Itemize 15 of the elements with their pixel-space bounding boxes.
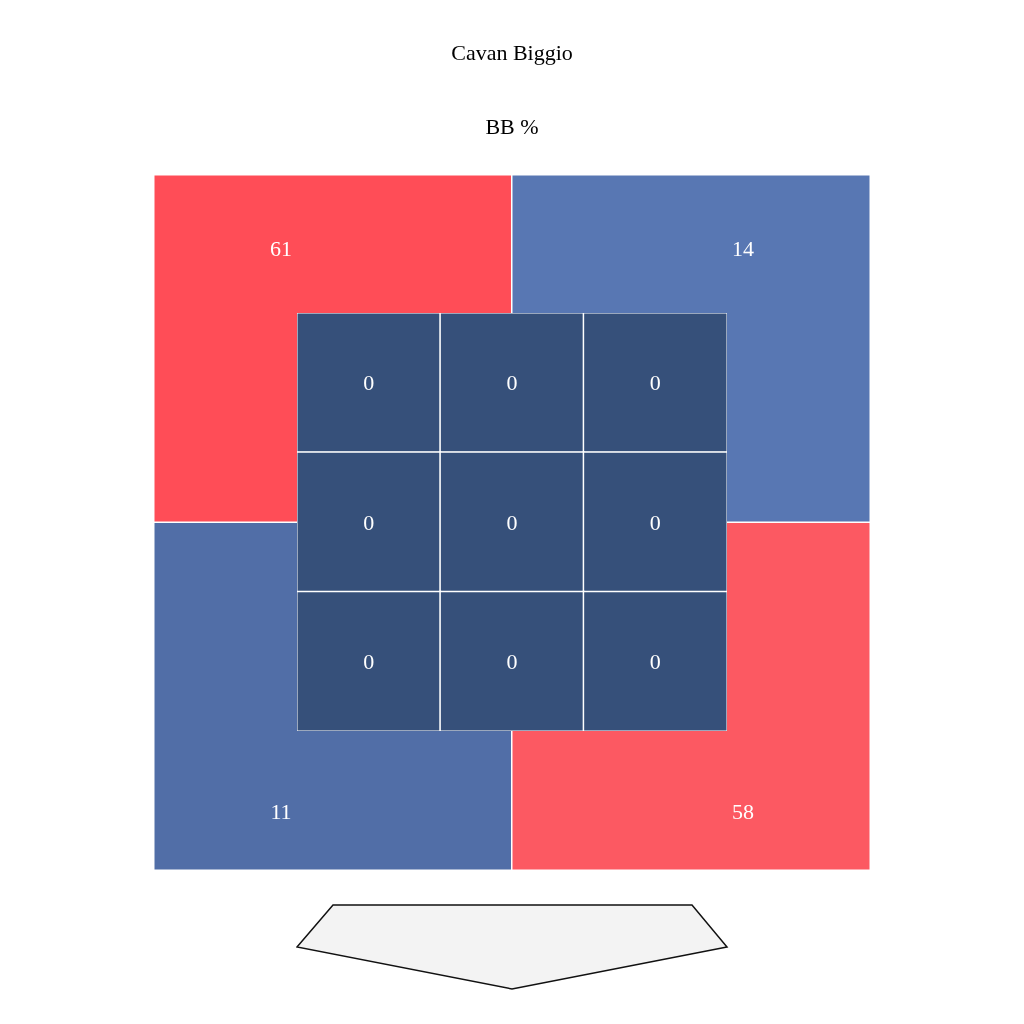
data-label: 0 [363, 370, 375, 396]
chart-subtitle: BB % [485, 113, 539, 139]
data-label: 0 [506, 509, 518, 535]
data-label: 11 [270, 798, 292, 824]
data-label: 0 [506, 370, 518, 396]
data-label: 0 [363, 648, 375, 674]
data-label: 0 [363, 509, 375, 535]
data-label: 14 [732, 236, 754, 262]
data-label: 0 [649, 370, 661, 396]
data-label: 58 [732, 798, 754, 824]
data-label: 61 [270, 236, 292, 262]
chart-title: Cavan Biggio [451, 39, 573, 65]
data-label: 0 [649, 648, 661, 674]
data-label: 0 [506, 648, 518, 674]
data-label: 0 [649, 509, 661, 535]
